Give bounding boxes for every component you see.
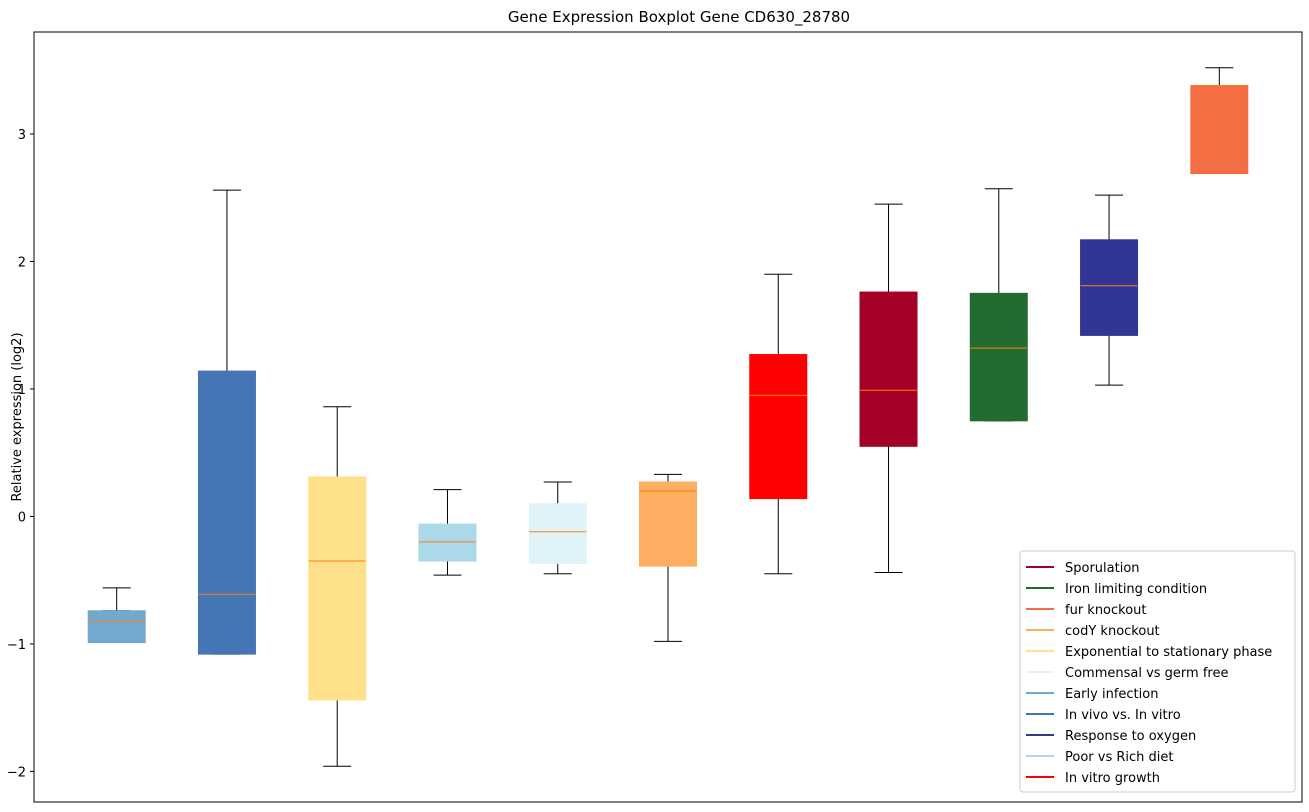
legend-label: codY knockout (1065, 624, 1160, 639)
legend-label: Iron limiting condition (1065, 582, 1207, 597)
legend-label: Sporulation (1065, 561, 1140, 576)
box-body (197, 370, 256, 655)
box-early-infection (87, 587, 146, 644)
box-body (1190, 85, 1249, 175)
box-body (859, 291, 918, 447)
box-cody-knockout (639, 473, 697, 642)
legend-label: Exponential to stationary phase (1065, 645, 1272, 660)
box-fur-knockout (1190, 67, 1249, 175)
legend-frame (1019, 550, 1296, 793)
box-response-to-oxygen (1080, 194, 1139, 386)
chart-title: Gene Expression Boxplot Gene CD630_28780 (508, 8, 850, 27)
box-body (308, 476, 367, 701)
y-tick-label: 0 (18, 510, 26, 525)
y-tick-label: −2 (7, 765, 26, 780)
legend-label: Early infection (1065, 687, 1158, 702)
y-axis-label: Relative expression (log2) (10, 332, 25, 501)
box-body (639, 481, 697, 567)
y-tick-label: −1 (7, 638, 26, 653)
legend: Sporulation Iron limiting condition fur kn… (1019, 550, 1296, 793)
box-body (87, 610, 146, 644)
box-body (969, 292, 1028, 422)
y-axis: −2 −1 0 1 2 3 (7, 128, 34, 780)
legend-label: In vivo vs. In vitro (1065, 708, 1181, 723)
box-iron-limiting-condition (969, 188, 1028, 422)
plot-frame (33, 31, 1303, 803)
legend-label: fur knockout (1065, 603, 1147, 618)
boxes-group (87, 67, 1249, 767)
box-in-vitro-growth (749, 273, 808, 575)
y-tick-label: 2 (18, 255, 26, 270)
legend-label: Poor vs Rich diet (1065, 750, 1173, 765)
box-body (749, 354, 808, 500)
y-tick-label: 1 (18, 383, 26, 398)
box-commensal-vs-germ-free (528, 481, 587, 575)
box-body (528, 503, 587, 565)
box-exponential-to-stationary-phase (308, 406, 367, 767)
legend-label: Response to oxygen (1065, 729, 1196, 744)
legend-label: Commensal vs germ free (1065, 666, 1228, 681)
box-poor-vs-rich-diet (418, 489, 477, 576)
legend-label: In vitro growth (1065, 771, 1160, 786)
y-tick-label: 3 (18, 128, 26, 143)
box-sporulation (859, 203, 918, 574)
box-in-vivo-vs-in-vitro (197, 189, 256, 655)
box-body (1080, 239, 1139, 336)
box-body (418, 523, 477, 562)
